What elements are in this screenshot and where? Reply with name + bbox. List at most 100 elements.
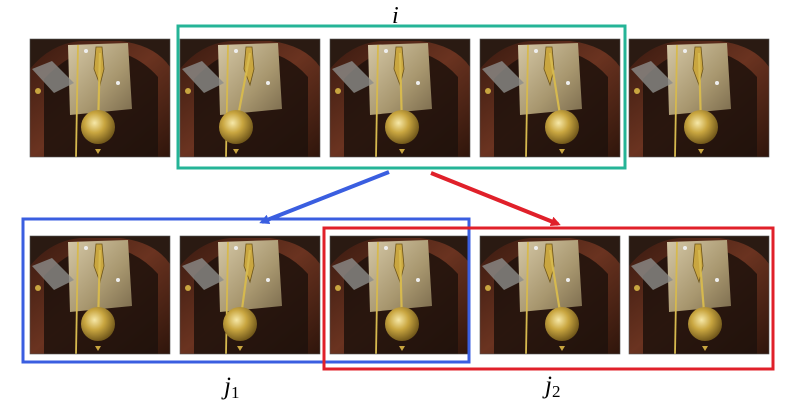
top-frame-5 (628, 38, 770, 158)
frame-border (479, 38, 621, 158)
pendulum-bob (385, 307, 419, 341)
bottom-frame-3 (329, 235, 471, 355)
screw (416, 81, 420, 85)
strut (482, 258, 524, 290)
rod-guide (75, 241, 79, 355)
pendulum-bob (81, 110, 115, 144)
rod-guide (75, 44, 79, 158)
strut (182, 258, 224, 290)
bottom-frame-row (29, 235, 770, 355)
strut (631, 61, 673, 93)
knob (335, 88, 341, 94)
rod-guide (375, 44, 379, 158)
screw (715, 278, 719, 282)
pendulum-bob (688, 307, 722, 341)
screw (715, 81, 719, 85)
screw (683, 49, 687, 53)
label-j2-sub: 2 (551, 382, 561, 401)
pendulum-bob (219, 110, 253, 144)
screw (84, 246, 88, 250)
pendulum-bob (385, 110, 419, 144)
label-j1: j1 (224, 374, 239, 401)
label-i: i (392, 3, 399, 29)
left-window-box (21, 217, 471, 364)
frame-border (628, 38, 770, 158)
knob (35, 88, 41, 94)
top-frame-3 (329, 38, 471, 158)
top-frame-1 (29, 38, 171, 158)
knob (634, 285, 640, 291)
screw (84, 49, 88, 53)
strut (32, 61, 74, 93)
screw (416, 278, 420, 282)
knob (335, 285, 341, 291)
label-j1-sub: 1 (230, 383, 240, 402)
screw (116, 81, 120, 85)
screw (384, 49, 388, 53)
weight-marker (559, 346, 565, 351)
rod-guide (225, 241, 229, 355)
strut (332, 61, 374, 93)
weight-marker (233, 149, 239, 154)
pendulum-bob (81, 307, 115, 341)
screw (234, 49, 238, 53)
knob (485, 88, 491, 94)
frame-border (29, 235, 171, 355)
screw (534, 246, 538, 250)
knob (35, 285, 41, 291)
knob (634, 88, 640, 94)
right-window-box (322, 226, 775, 371)
weight-marker (702, 346, 708, 351)
rod-guide (375, 241, 379, 355)
pendulum-bob (684, 110, 718, 144)
rod-guide (525, 44, 529, 158)
arrow-to-right (430, 171, 561, 227)
bottom-frame-2 (179, 235, 321, 355)
bottom-frame-5 (628, 235, 770, 355)
rod-guide (674, 241, 678, 355)
arrow-to-left (259, 170, 390, 225)
bottom-frame-4 (479, 235, 621, 355)
weight-marker (95, 149, 101, 154)
top-frame-2 (179, 38, 321, 158)
frame-border (329, 38, 471, 158)
screw (234, 246, 238, 250)
frame-border (179, 235, 321, 355)
pendulum-bob (545, 110, 579, 144)
label-j1-main: j (224, 373, 231, 400)
label-j2: j2 (545, 373, 560, 400)
strut (482, 61, 524, 93)
frame-border (29, 38, 171, 158)
screw (683, 246, 687, 250)
pendulum-bob (545, 307, 579, 341)
strut (631, 258, 673, 290)
label-j2-main: j (545, 372, 552, 399)
weight-marker (399, 346, 405, 351)
frame-border (628, 235, 770, 355)
screw (566, 278, 570, 282)
rod-guide (674, 44, 678, 158)
weight-marker (399, 149, 405, 154)
screw (534, 49, 538, 53)
weight-marker (95, 346, 101, 351)
top-frame-row (29, 38, 770, 158)
knob (185, 88, 191, 94)
strut (332, 258, 374, 290)
bottom-frame-1 (29, 235, 171, 355)
screw (384, 246, 388, 250)
center-window-box (176, 24, 627, 170)
strut (182, 61, 224, 93)
top-frame-4 (479, 38, 621, 158)
knob (185, 285, 191, 291)
knob (485, 285, 491, 291)
frame-border (179, 38, 321, 158)
rod-guide (525, 241, 529, 355)
strut (32, 258, 74, 290)
weight-marker (698, 149, 704, 154)
pendulum-bob (223, 307, 257, 341)
screw (266, 81, 270, 85)
weight-marker (559, 149, 565, 154)
screw (266, 278, 270, 282)
weight-marker (237, 346, 243, 351)
